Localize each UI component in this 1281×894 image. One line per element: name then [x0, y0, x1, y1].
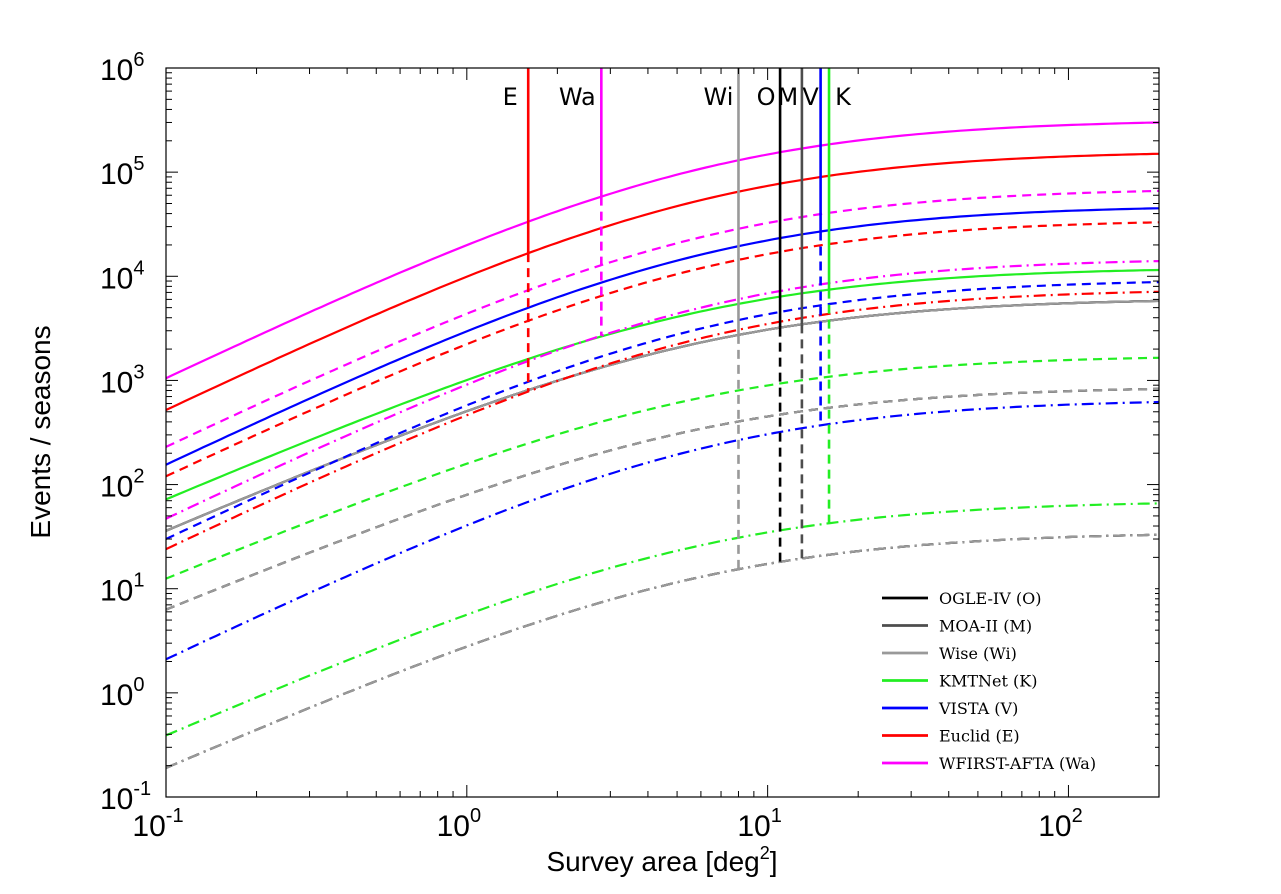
curve-o-dashed	[165, 387, 1160, 611]
x-axis-label-sup: 2	[760, 843, 770, 863]
legend-label: Wise (Wi)	[939, 644, 1017, 663]
x-tick-label: 10-1	[132, 805, 183, 843]
legend: OGLE-IV (O) MOA-II (M) Wise (Wi) KMTNet (K)…	[870, 580, 1155, 780]
x-axis-label-text: Survey area [deg	[546, 846, 759, 877]
vline-label-wa: Wa	[559, 83, 596, 111]
x-axis-label: Survey area [deg2]	[546, 843, 777, 877]
y-tick-label: 101	[100, 570, 145, 608]
y-axis-label: Events / seasons	[25, 325, 56, 538]
curve-wa-dashdot	[165, 260, 1160, 520]
curve-e-dashdot	[165, 290, 1160, 551]
series-k	[165, 268, 1160, 737]
y-tick-label: 102	[100, 466, 145, 504]
curve-k-dashed	[165, 356, 1160, 580]
curve-k-solid	[165, 268, 1160, 501]
y-tick-label: 10-1	[100, 778, 151, 816]
vline-label-k: K	[835, 83, 852, 111]
legend-items: OGLE-IV (O) MOA-II (M) Wise (Wi) KMTNet (K)…	[882, 589, 1096, 773]
curve-wa-dashed	[165, 189, 1160, 448]
legend-label: VISTA (V)	[938, 699, 1018, 718]
vline-label-v: V	[802, 83, 819, 111]
x-axis-label-end: ]	[770, 846, 778, 877]
curve-v-dashdot	[165, 400, 1160, 661]
curves-layer	[165, 121, 1160, 770]
curve-o-solid	[165, 299, 1160, 532]
curve-e-dashed	[165, 221, 1160, 478]
vertical-lines-layer: E Wa Wi O M V K	[503, 68, 852, 570]
curve-wi-solid	[165, 299, 1160, 532]
x-tick-label: 101	[737, 805, 782, 843]
vline-label-e: E	[503, 83, 518, 111]
curve-wa-solid	[165, 121, 1160, 380]
vline-label-wi: Wi	[704, 83, 734, 111]
x-tick-label: 102	[1038, 805, 1083, 843]
y-tick-label: 103	[100, 361, 145, 399]
curve-m-solid	[165, 299, 1160, 532]
y-tick-label: 104	[100, 257, 145, 295]
plot-frame	[165, 67, 1160, 798]
y-tick-label: 106	[100, 49, 145, 87]
series-wa	[165, 121, 1160, 520]
x-tick-label: 100	[437, 805, 482, 843]
curve-wi-dashdot	[165, 533, 1160, 770]
legend-label: KMTNet (K)	[939, 672, 1037, 691]
curve-k-dashdot	[165, 502, 1160, 737]
legend-label: MOA-II (M)	[939, 617, 1032, 636]
legend-label: WFIRST-AFTA (Wa)	[939, 754, 1096, 773]
curve-wi-dashed	[165, 387, 1160, 611]
curve-m-dashed	[165, 387, 1160, 611]
series-v	[165, 207, 1160, 661]
ticks-layer	[165, 67, 1160, 798]
curve-e-solid	[165, 152, 1160, 411]
legend-label: Euclid (E)	[939, 727, 1020, 746]
vline-label-m: M	[778, 83, 799, 111]
vline-label-o: O	[757, 83, 776, 111]
tick-labels-layer: 10-1 100 101 102 10-1 100 101 102 103 104 105 106	[100, 49, 1083, 843]
y-tick-label: 105	[100, 153, 145, 191]
curve-v-solid	[165, 207, 1160, 466]
legend-label: OGLE-IV (O)	[939, 589, 1041, 608]
series-e	[165, 152, 1160, 551]
curve-v-dashed	[165, 281, 1160, 540]
y-tick-label: 100	[100, 674, 145, 712]
